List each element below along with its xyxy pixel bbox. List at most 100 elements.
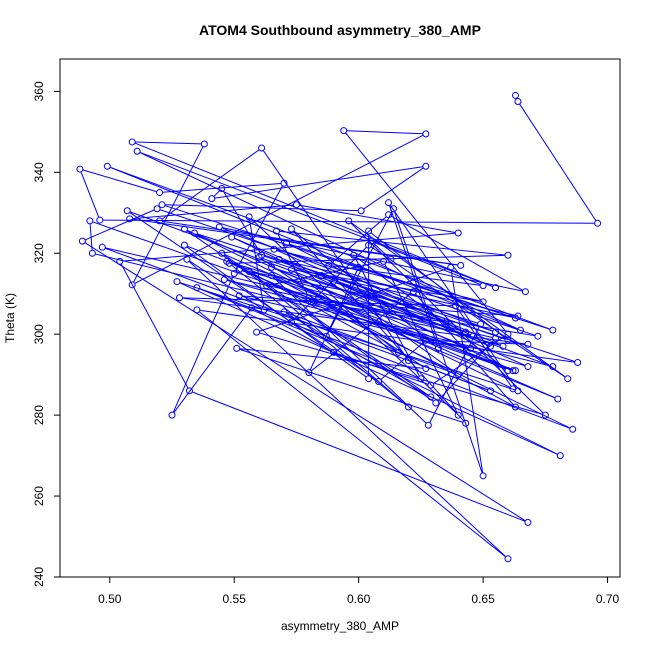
- data-point: [504, 367, 512, 375]
- series-segment: [286, 312, 456, 375]
- series-segment: [213, 190, 220, 197]
- data-point: [385, 211, 393, 219]
- series-segment: [222, 227, 523, 292]
- data-point: [424, 421, 432, 429]
- data-point: [128, 281, 136, 289]
- series-segment: [234, 237, 488, 346]
- data-point: [454, 411, 462, 419]
- data-point: [549, 363, 557, 371]
- data-point: [255, 253, 263, 261]
- series-segment: [259, 267, 448, 332]
- data-point: [305, 369, 313, 377]
- series-segment: [346, 130, 423, 135]
- y-tick-label: 320: [32, 243, 46, 263]
- data-point: [175, 294, 183, 302]
- data-point: [245, 213, 253, 221]
- series-segment: [249, 219, 265, 307]
- series-segment: [173, 310, 251, 413]
- data-point: [330, 348, 338, 356]
- series-segment: [224, 254, 556, 399]
- data-point: [469, 332, 477, 340]
- series-segment: [227, 279, 525, 367]
- y-tick-label: 280: [32, 405, 46, 425]
- data-point: [123, 207, 131, 215]
- data-point: [504, 251, 512, 259]
- data-point: [86, 217, 94, 225]
- data-point: [365, 375, 373, 383]
- data-point: [462, 328, 470, 336]
- series-segment: [82, 169, 157, 193]
- y-tick-label: 240: [32, 567, 46, 587]
- data-point: [208, 195, 216, 203]
- data-point: [287, 318, 295, 326]
- series-segment: [415, 293, 514, 405]
- series-segment: [345, 132, 507, 333]
- data-point: [245, 267, 253, 275]
- series-segment: [274, 267, 443, 322]
- data-point: [322, 332, 330, 340]
- series-segment: [132, 204, 294, 220]
- data-point: [330, 278, 338, 286]
- series-segment: [241, 270, 556, 399]
- data-point: [390, 205, 398, 213]
- data-point: [524, 363, 532, 371]
- x-tick-label: 0.50: [98, 592, 122, 606]
- data-point: [215, 223, 223, 231]
- data-point: [325, 261, 333, 269]
- series-segment: [134, 134, 424, 284]
- data-point: [258, 144, 266, 152]
- series-segment: [380, 341, 424, 380]
- series-segment: [274, 276, 513, 406]
- y-axis: 240 260 280 300 320 340 360: [32, 81, 61, 587]
- data-point: [357, 207, 365, 215]
- series-segment: [327, 211, 393, 334]
- series-segment: [450, 270, 484, 473]
- data-point: [387, 255, 395, 263]
- data-point: [504, 555, 512, 563]
- data-point: [230, 269, 238, 277]
- chart-title: ATOM4 Southbound asymmetry_380_AMP: [199, 22, 481, 38]
- series-segment: [199, 311, 506, 558]
- y-tick-label: 340: [32, 162, 46, 182]
- data-point: [248, 304, 256, 312]
- data-point: [404, 356, 412, 364]
- data-point: [263, 282, 271, 290]
- data-point: [193, 306, 201, 314]
- data-point: [268, 272, 276, 280]
- series-segment: [391, 215, 523, 291]
- series-segment: [103, 219, 595, 224]
- series-segment: [189, 260, 262, 309]
- series-segment: [363, 167, 424, 210]
- data-series: [76, 91, 602, 563]
- data-point: [422, 365, 430, 373]
- data-point: [345, 217, 353, 225]
- series-segment: [229, 262, 571, 429]
- data-point: [404, 403, 412, 411]
- series-segment: [242, 295, 515, 317]
- data-point: [307, 298, 315, 306]
- data-point: [180, 225, 188, 233]
- data-point: [173, 278, 181, 286]
- series-segment: [122, 232, 456, 262]
- x-tick-label: 0.65: [471, 592, 495, 606]
- data-point: [253, 328, 261, 336]
- series-segment: [162, 182, 281, 193]
- data-point: [452, 302, 460, 310]
- data-point: [116, 257, 124, 265]
- series-segment: [289, 243, 513, 318]
- series-segment: [139, 151, 493, 287]
- data-point: [235, 292, 243, 300]
- series-segment: [269, 261, 381, 286]
- data-point: [275, 255, 283, 263]
- series-segment: [286, 313, 429, 396]
- data-point: [492, 284, 500, 292]
- data-point: [185, 387, 193, 395]
- data-point: [549, 326, 557, 334]
- series-segment: [373, 241, 481, 285]
- y-tick-label: 300: [32, 324, 46, 344]
- data-point: [228, 233, 236, 241]
- series-segment: [110, 166, 518, 330]
- series-segment: [239, 348, 423, 369]
- data-point: [409, 288, 417, 296]
- data-point: [340, 127, 348, 135]
